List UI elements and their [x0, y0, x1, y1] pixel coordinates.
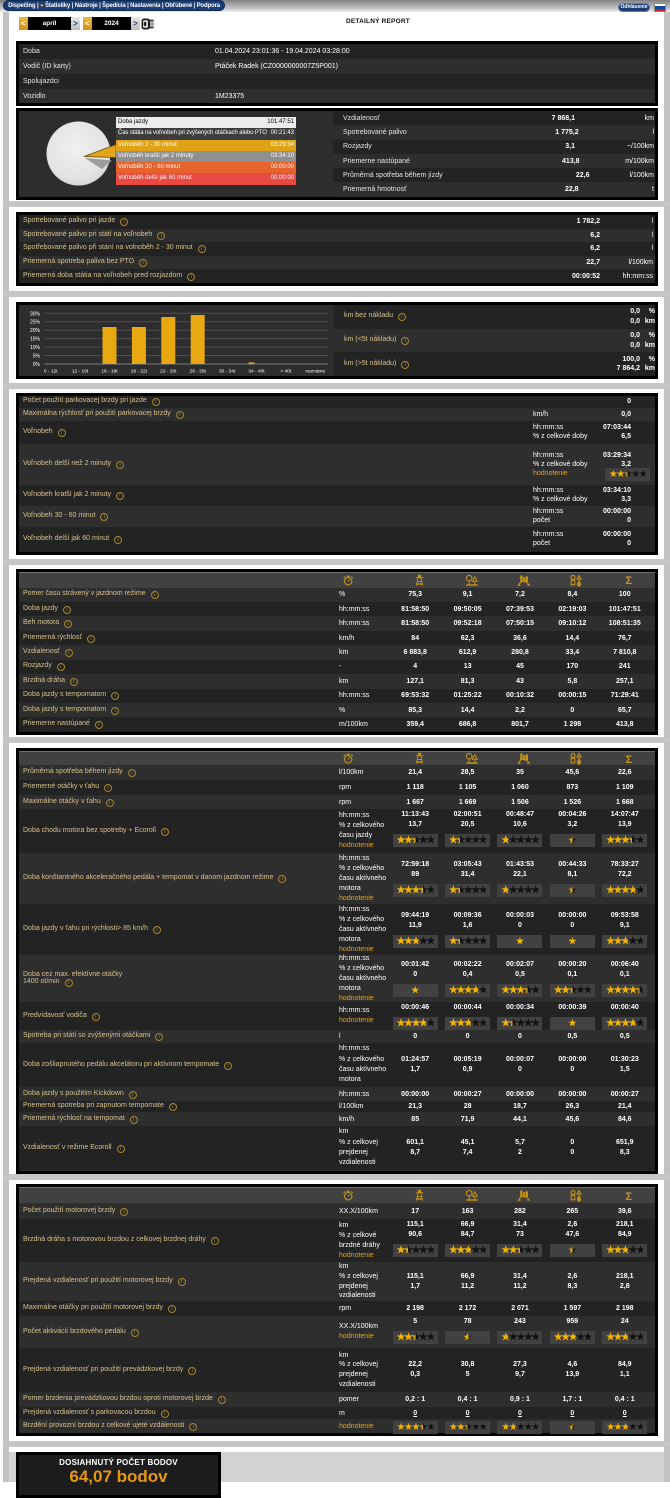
svg-text:16 - 19t: 16 - 19t: [101, 369, 118, 375]
svg-text:10%: 10%: [30, 345, 41, 351]
svg-text:25%: 25%: [30, 320, 41, 326]
svg-text:19 - 22t: 19 - 22t: [131, 369, 148, 375]
svg-text:12 - 16t: 12 - 16t: [72, 369, 89, 375]
svg-text:0%: 0%: [33, 362, 41, 368]
svg-text:30 - 34t: 30 - 34t: [219, 369, 236, 375]
svg-text:20%: 20%: [30, 328, 41, 334]
svg-text:5%: 5%: [33, 354, 41, 360]
svg-text:> 40t: > 40t: [280, 369, 291, 375]
svg-text:34 - 40t: 34 - 40t: [248, 369, 265, 375]
svg-text:neznáme: neznáme: [305, 369, 325, 375]
svg-text:30%: 30%: [30, 311, 41, 317]
svg-text:22 - 26t: 22 - 26t: [160, 369, 177, 375]
svg-text:0 - 12t: 0 - 12t: [44, 369, 58, 375]
svg-text:15%: 15%: [30, 337, 41, 343]
svg-text:26 - 30t: 26 - 30t: [190, 369, 207, 375]
